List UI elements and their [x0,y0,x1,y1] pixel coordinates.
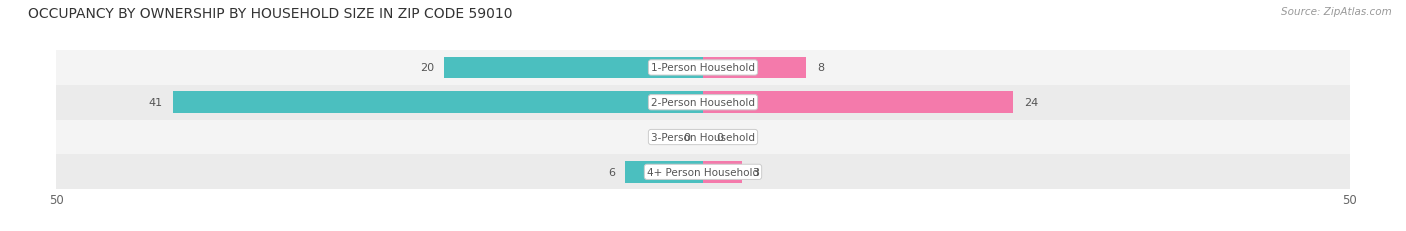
Text: OCCUPANCY BY OWNERSHIP BY HOUSEHOLD SIZE IN ZIP CODE 59010: OCCUPANCY BY OWNERSHIP BY HOUSEHOLD SIZE… [28,7,513,21]
Bar [703,92,1014,113]
Text: 0: 0 [716,132,723,143]
Text: 2-Person Household: 2-Person Household [651,98,755,108]
Text: 3: 3 [752,167,759,177]
Text: 24: 24 [1024,98,1038,108]
Text: 0: 0 [683,132,690,143]
Bar [703,161,742,183]
Text: Source: ZipAtlas.com: Source: ZipAtlas.com [1281,7,1392,17]
Text: 3-Person Household: 3-Person Household [651,132,755,143]
Bar [56,120,1350,155]
Text: 1-Person Household: 1-Person Household [651,63,755,73]
Bar [626,161,703,183]
Text: 20: 20 [420,63,434,73]
Text: 41: 41 [148,98,162,108]
Text: 8: 8 [817,63,824,73]
Bar [56,155,1350,189]
Text: 6: 6 [607,167,614,177]
Bar [56,85,1350,120]
Text: 4+ Person Household: 4+ Person Household [647,167,759,177]
Bar [56,51,1350,85]
Bar [703,57,807,79]
Bar [444,57,703,79]
Bar [173,92,703,113]
